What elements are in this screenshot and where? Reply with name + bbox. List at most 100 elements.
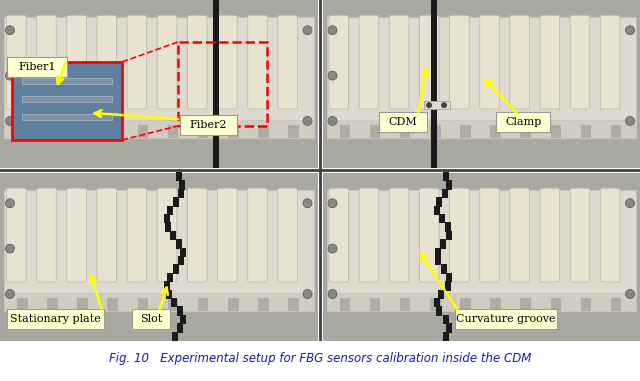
Circle shape: [328, 71, 337, 80]
Bar: [176, 239, 182, 248]
Circle shape: [328, 244, 337, 253]
FancyBboxPatch shape: [248, 188, 268, 282]
Text: CDM: CDM: [388, 117, 417, 127]
Bar: [446, 180, 452, 190]
Bar: [430, 125, 440, 138]
Bar: [47, 298, 58, 311]
Bar: [444, 172, 449, 181]
Bar: [443, 315, 449, 324]
Circle shape: [328, 290, 337, 298]
Circle shape: [303, 117, 312, 125]
Bar: [180, 248, 186, 257]
Bar: [164, 214, 170, 223]
Text: Curvature groove: Curvature groove: [456, 314, 556, 323]
Bar: [435, 206, 440, 215]
Bar: [289, 298, 299, 311]
Bar: [138, 125, 148, 138]
Bar: [435, 256, 441, 266]
FancyBboxPatch shape: [329, 188, 349, 282]
FancyBboxPatch shape: [67, 15, 86, 109]
Bar: [611, 298, 621, 311]
FancyBboxPatch shape: [67, 188, 86, 282]
Bar: [370, 298, 380, 311]
Bar: [165, 223, 171, 232]
FancyBboxPatch shape: [389, 188, 409, 282]
Bar: [22, 78, 112, 84]
Bar: [4, 190, 314, 311]
Bar: [77, 298, 88, 311]
FancyBboxPatch shape: [359, 15, 379, 109]
Bar: [326, 293, 636, 311]
Bar: [441, 264, 447, 274]
Bar: [520, 298, 531, 311]
FancyBboxPatch shape: [510, 188, 529, 282]
FancyBboxPatch shape: [180, 115, 237, 135]
FancyBboxPatch shape: [450, 188, 469, 282]
Bar: [179, 180, 186, 190]
Bar: [172, 331, 178, 341]
Bar: [167, 206, 173, 215]
Circle shape: [303, 26, 312, 35]
Circle shape: [426, 102, 432, 108]
Bar: [400, 125, 410, 138]
Bar: [166, 290, 172, 299]
Bar: [0, 173, 317, 341]
FancyBboxPatch shape: [157, 15, 177, 109]
FancyBboxPatch shape: [278, 15, 298, 109]
Bar: [340, 298, 350, 311]
Bar: [228, 125, 239, 138]
Bar: [580, 125, 591, 138]
Bar: [0, 0, 317, 168]
Bar: [435, 248, 441, 257]
Bar: [326, 190, 636, 311]
Bar: [228, 298, 239, 311]
FancyBboxPatch shape: [359, 188, 379, 282]
Bar: [77, 125, 88, 138]
FancyBboxPatch shape: [510, 15, 529, 109]
Bar: [400, 298, 410, 311]
Bar: [22, 114, 112, 120]
Bar: [611, 125, 621, 138]
Text: Stationary plate: Stationary plate: [10, 314, 101, 323]
FancyBboxPatch shape: [600, 188, 620, 282]
FancyBboxPatch shape: [188, 15, 207, 109]
FancyBboxPatch shape: [7, 57, 67, 77]
Bar: [445, 281, 451, 291]
FancyBboxPatch shape: [480, 15, 499, 109]
FancyBboxPatch shape: [7, 309, 104, 328]
Circle shape: [6, 71, 15, 80]
Bar: [446, 273, 452, 282]
FancyBboxPatch shape: [496, 112, 550, 132]
Bar: [17, 298, 28, 311]
Circle shape: [625, 117, 634, 125]
Circle shape: [6, 244, 15, 253]
Bar: [445, 231, 452, 240]
FancyBboxPatch shape: [127, 188, 147, 282]
FancyBboxPatch shape: [419, 188, 439, 282]
Bar: [173, 264, 179, 274]
Bar: [580, 298, 591, 311]
Bar: [440, 239, 446, 248]
Bar: [424, 101, 450, 109]
Text: Fig. 10   Experimental setup for FBG sensors calibration inside the CDM: Fig. 10 Experimental setup for FBG senso…: [109, 352, 531, 365]
FancyBboxPatch shape: [36, 188, 56, 282]
Bar: [442, 189, 448, 198]
Bar: [326, 120, 636, 138]
Bar: [4, 293, 314, 311]
Bar: [431, 0, 436, 168]
Bar: [171, 298, 177, 307]
Bar: [180, 315, 186, 324]
FancyBboxPatch shape: [248, 15, 268, 109]
Bar: [443, 331, 449, 341]
Bar: [178, 42, 267, 126]
FancyBboxPatch shape: [278, 188, 298, 282]
Circle shape: [625, 199, 634, 208]
Bar: [445, 223, 451, 232]
FancyBboxPatch shape: [36, 15, 56, 109]
Bar: [439, 214, 445, 223]
FancyBboxPatch shape: [218, 188, 237, 282]
FancyBboxPatch shape: [570, 15, 590, 109]
Bar: [430, 298, 440, 311]
Bar: [370, 125, 380, 138]
Bar: [168, 125, 179, 138]
